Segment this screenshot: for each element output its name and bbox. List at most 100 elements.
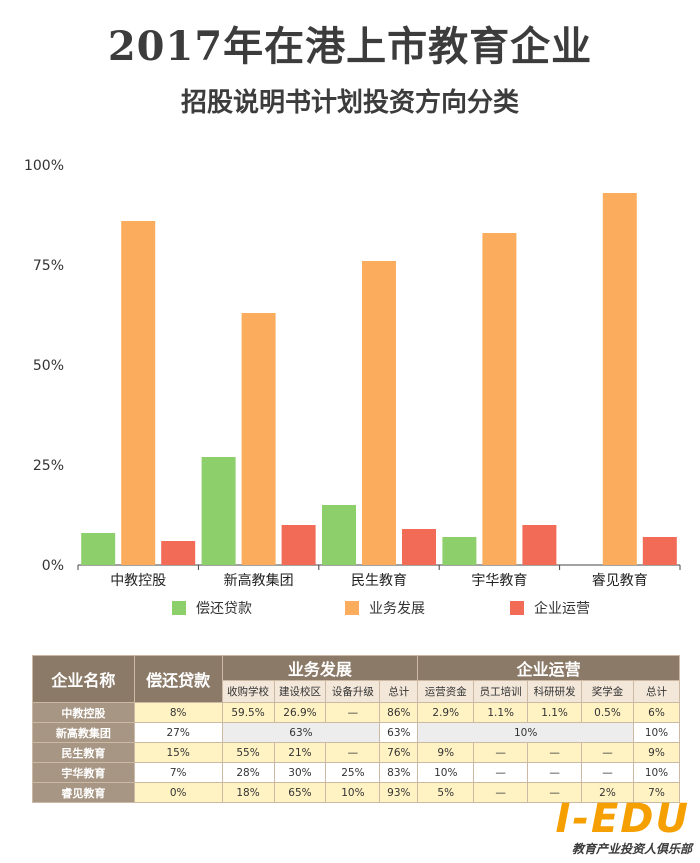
subheader: 科研研发 bbox=[527, 680, 583, 703]
bar bbox=[642, 537, 677, 565]
table-cell: — bbox=[325, 742, 381, 763]
bar bbox=[161, 541, 196, 565]
table-cell: 21% bbox=[273, 742, 327, 763]
x-tick-label: 中教控股 bbox=[110, 573, 166, 589]
table-cell: 10% bbox=[417, 762, 475, 783]
row-name: 睿见教育 bbox=[32, 782, 135, 803]
bar bbox=[281, 525, 316, 565]
y-tick-label: 25% bbox=[33, 458, 64, 474]
table-cell: 30% bbox=[273, 762, 327, 783]
table-cell: 59.5% bbox=[221, 702, 275, 723]
table-cell: — bbox=[473, 742, 529, 763]
table-cell: — bbox=[325, 702, 381, 723]
subheader: 员工培训 bbox=[473, 680, 529, 703]
header-ops: 企业运营 bbox=[417, 655, 680, 681]
table-cell: — bbox=[581, 742, 634, 763]
bar bbox=[602, 193, 637, 565]
header-biz: 业务发展 bbox=[221, 655, 419, 681]
legend-item-repay: 偿还贷款 bbox=[172, 598, 252, 618]
legend-swatch-biz bbox=[345, 601, 359, 615]
table-row: 新高教集团 27% 63% 63% 10% 10% bbox=[32, 722, 681, 743]
table-cell: 0% bbox=[133, 782, 223, 803]
table-cell: 15% bbox=[133, 742, 223, 763]
subheader: 总计 bbox=[379, 680, 419, 703]
table-cell: 83% bbox=[379, 762, 419, 783]
table-cell: 93% bbox=[379, 782, 419, 803]
table-cell: 8% bbox=[133, 702, 223, 723]
table-cell: — bbox=[527, 742, 583, 763]
x-tick-label: 新高教集团 bbox=[224, 572, 294, 589]
table-cell: 86% bbox=[379, 702, 419, 723]
table-cell: — bbox=[527, 782, 583, 803]
table-row: 宇华教育 7% 28% 30% 25% 83% 10% — — — 10% bbox=[32, 762, 681, 783]
table-cell: 55% bbox=[221, 742, 275, 763]
table-cell: 10% bbox=[417, 722, 634, 743]
table-cell: 9% bbox=[632, 742, 681, 763]
table-cell: 10% bbox=[632, 762, 681, 783]
y-tick-label: 100% bbox=[24, 158, 64, 174]
row-name: 中教控股 bbox=[32, 702, 135, 723]
subheader: 收购学校 bbox=[221, 680, 275, 703]
table-cell: 9% bbox=[417, 742, 475, 763]
table-cell: 7% bbox=[632, 782, 681, 803]
y-tick-label: 0% bbox=[42, 558, 64, 574]
table-cell: 6% bbox=[632, 702, 681, 723]
table-cell: 18% bbox=[221, 782, 275, 803]
legend-label-ops: 企业运营 bbox=[534, 601, 590, 617]
bar bbox=[442, 537, 477, 565]
table-cell: 5% bbox=[417, 782, 475, 803]
iedu-logo: I-EDU 教育产业投资人俱乐部 bbox=[512, 796, 696, 860]
bar bbox=[81, 533, 116, 565]
y-tick-label: 50% bbox=[33, 358, 64, 374]
row-name: 民生教育 bbox=[32, 742, 135, 763]
table-cell: 1.1% bbox=[473, 702, 529, 723]
table-cell: 25% bbox=[325, 762, 381, 783]
subheader: 运营资金 bbox=[417, 680, 475, 703]
legend-swatch-repay bbox=[172, 601, 186, 615]
table-cell: 65% bbox=[273, 782, 327, 803]
legend-label-biz: 业务发展 bbox=[369, 601, 425, 617]
row-name: 新高教集团 bbox=[32, 722, 135, 743]
x-tick-label: 宇华教育 bbox=[471, 573, 527, 589]
table-cell: 63% bbox=[221, 722, 381, 743]
table-cell: — bbox=[473, 782, 529, 803]
table-cell: 10% bbox=[325, 782, 381, 803]
x-tick-label: 睿见教育 bbox=[592, 573, 648, 589]
table-cell: 76% bbox=[379, 742, 419, 763]
table-row: 民生教育 15% 55% 21% — 76% 9% — — — 9% bbox=[32, 742, 681, 763]
bar-chart: 0% 25% 50% 75% 100% 中教控股 新高教集团 民生教育 宇华教育 睿见教育 bbox=[24, 158, 681, 589]
bar bbox=[121, 221, 156, 565]
bar bbox=[322, 505, 356, 565]
table-cell: 2% bbox=[581, 782, 634, 803]
bar bbox=[522, 525, 557, 565]
page-subtitle: 招股说明书计划投资方向分类 bbox=[180, 88, 519, 118]
row-name: 宇华教育 bbox=[32, 762, 135, 783]
subheader: 建设校区 bbox=[273, 680, 327, 703]
subheader: 总计 bbox=[632, 680, 681, 703]
table-cell: 7% bbox=[133, 762, 223, 783]
table-cell: 0.5% bbox=[581, 702, 634, 723]
subheader: 奖学金 bbox=[581, 680, 634, 703]
table-cell: 2.9% bbox=[417, 702, 475, 723]
y-tick-label: 75% bbox=[33, 258, 64, 274]
subheader: 设备升级 bbox=[325, 680, 381, 703]
table-cell: 28% bbox=[221, 762, 275, 783]
page-title: 2017年在港上市教育企业 bbox=[107, 23, 593, 70]
table-cell: 26.9% bbox=[273, 702, 327, 723]
x-tick-label: 民生教育 bbox=[351, 573, 407, 589]
table-cell: — bbox=[581, 762, 634, 783]
legend-item-ops: 企业运营 bbox=[510, 598, 590, 618]
table-row: 睿见教育 0% 18% 65% 10% 93% 5% — — 2% 7% bbox=[32, 782, 681, 803]
logo-main-text: I-EDU bbox=[555, 796, 690, 842]
bar bbox=[482, 233, 517, 565]
bar bbox=[201, 457, 236, 565]
investment-table: 企业名称 偿还贷款 业务发展 企业运营 收购学校 建设校区 设备升级 总计 运营… bbox=[32, 655, 681, 803]
legend-label-repay: 偿还贷款 bbox=[196, 601, 252, 617]
table-row: 中教控股 8% 59.5% 26.9% — 86% 2.9% 1.1% 1.1%… bbox=[32, 702, 681, 723]
bar bbox=[362, 261, 396, 565]
bar bbox=[241, 313, 276, 565]
table-cell: — bbox=[527, 762, 583, 783]
table-cell: — bbox=[473, 762, 529, 783]
bar bbox=[402, 529, 436, 565]
legend-swatch-ops bbox=[510, 601, 524, 615]
